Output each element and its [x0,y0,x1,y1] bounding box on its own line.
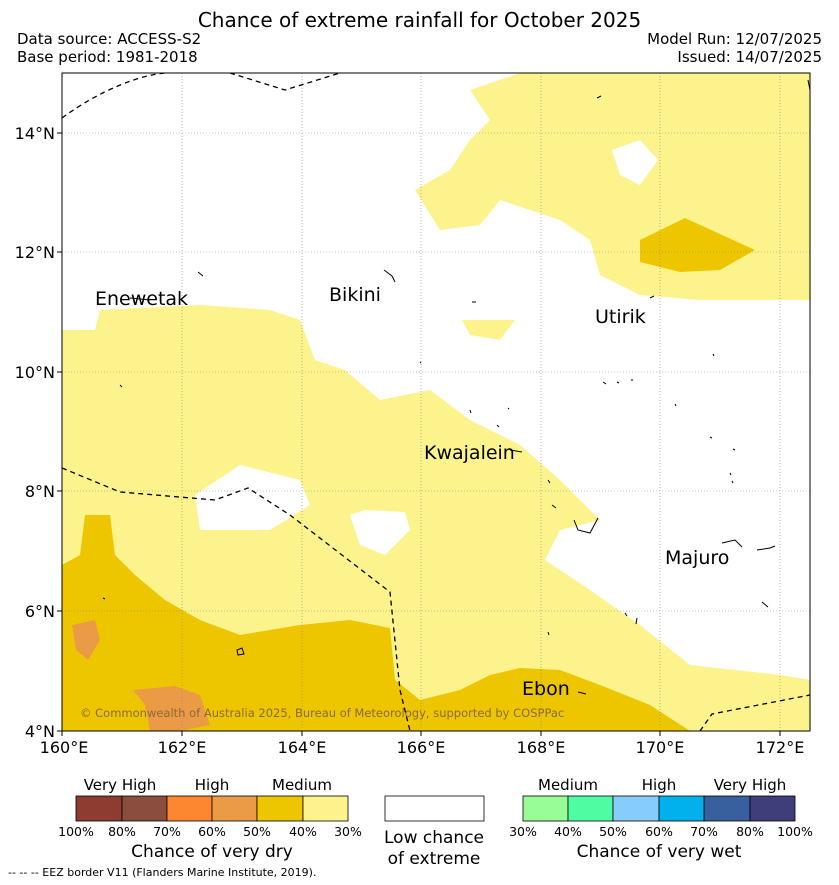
legend-dry-tick: 40% [289,824,317,839]
legend-dry-tick: 70% [153,824,181,839]
legend-wet-swatch [612,795,660,822]
legend-dry-swatch [166,795,213,822]
legend-dry-swatch [302,795,349,822]
lon-tick-label: 168°E [517,738,566,757]
place-labels: Enewetak Bikini Utirik Kwajalein Majuro … [95,284,729,700]
place-label-kwajalein: Kwajalein [424,442,515,464]
lon-tick-label: 166°E [397,738,446,757]
legend-dry-tick: 60% [198,824,226,839]
lon-labels: 160°E 162°E 164°E 166°E 168°E 170°E 172°… [40,738,805,757]
legend-wet-tick: 80% [736,824,764,839]
legend-wet-tick: 60% [645,824,673,839]
legend-wet-tick: 50% [599,824,627,839]
legend-wet-category: Very High [714,776,787,794]
lon-tick-label: 172°E [756,738,805,757]
lon-tick-label: 162°E [158,738,207,757]
legend-wet-swatch [567,795,614,822]
place-label-utirik: Utirik [595,306,646,328]
legend-wet-category: High [642,776,676,794]
legend-dry-tick: 80% [108,824,136,839]
legend-wet-category: Medium [538,776,598,794]
copyright-text: © Commonwealth of Australia 2025, Bureau… [80,706,564,720]
legend-wet-swatch [749,795,796,822]
lon-tick-label: 170°E [636,738,685,757]
place-label-majuro: Majuro [665,547,729,569]
legend-dry-tick: 30% [334,824,362,839]
lat-labels: 4°N 6°N 8°N 10°N 12°N 14°N [15,124,55,741]
legend-wet-swatch [522,795,569,822]
place-label-ebon: Ebon [522,678,570,700]
lat-tick-label: 12°N [15,243,55,262]
map-title: Chance of extreme rainfall for October 2… [197,8,642,32]
lon-tick-label: 160°E [40,738,89,757]
map-frame [61,72,811,732]
eez-border [62,73,810,731]
lat-tick-label: 10°N [15,363,55,382]
legend-wet-tick: 30% [509,824,537,839]
legend-dry-swatch [256,795,304,822]
legend-wet-tick: 70% [690,824,718,839]
legend-wet-swatch [703,795,751,822]
legend-wet-tick: 40% [554,824,582,839]
issued-date: Issued: 14/07/2025 [677,48,822,66]
lat-tick-label: 14°N [15,124,55,143]
lat-tick-label: 4°N [25,722,55,741]
legend-wet-caption: Chance of very wet [577,842,742,862]
legend-neutral-caption: of extreme [388,849,481,869]
rainfall-field [62,73,810,731]
legend-dry-category: Medium [272,776,332,794]
eez-footnote: -- -- -- EEZ border V11 (Flanders Marine… [8,866,317,879]
legend-dry-swatch [121,795,168,822]
legend-dry-swatch [211,795,258,822]
legend-dry-caption: Chance of very dry [131,842,293,862]
data-source: Data source: ACCESS-S2 [17,30,202,48]
model-run: Model Run: 12/07/2025 [647,30,822,48]
legend-neutral-swatch [384,795,485,822]
legend-wet: Medium High Very High 30% 40% 50% 60% 70… [509,776,813,862]
legend-wet-tick: 100% [777,824,813,839]
legend-neutral-caption: Low chance [384,828,484,848]
legend-dry-tick: 50% [243,824,271,839]
legend-dry-swatch [75,795,123,822]
legend-dry-category: High [195,776,229,794]
lat-tick-label: 8°N [25,482,55,501]
base-period: Base period: 1981-2018 [17,48,198,66]
legend-wet-swatch [658,795,705,822]
ticks [57,132,781,736]
legend-neutral: Low chance of extreme [384,795,485,869]
lon-tick-label: 164°E [278,738,327,757]
legend-dry-tick: 100% [58,824,94,839]
place-label-bikini: Bikini [329,284,381,306]
lat-tick-label: 6°N [25,602,55,621]
legend-dry-category: Very High [84,776,157,794]
legend-dry: Very High High Medium 100% 80% 70% 60% 5… [58,776,362,862]
place-label-enewetak: Enewetak [95,288,188,310]
